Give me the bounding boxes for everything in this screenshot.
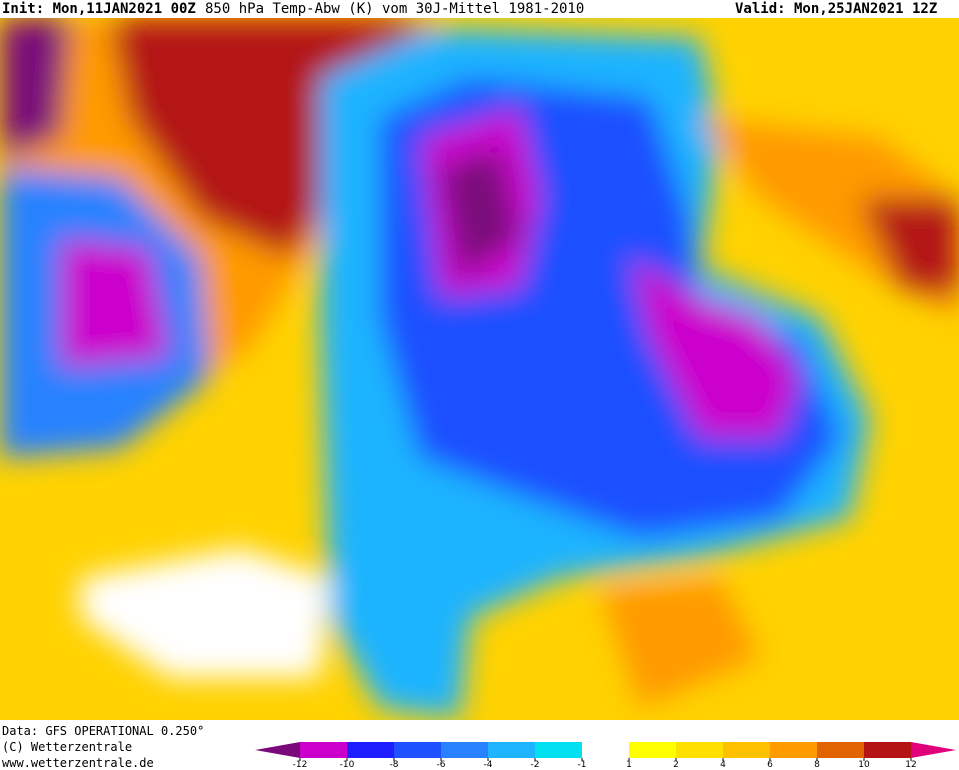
color-bar-label: -8 — [390, 760, 399, 770]
color-bar-bin — [394, 742, 441, 758]
map — [0, 18, 959, 720]
color-bar-bin — [441, 742, 488, 758]
website: www.wetterzentrale.de — [2, 756, 154, 770]
color-bar-label: -6 — [437, 760, 446, 770]
color-bar-bin — [676, 742, 723, 758]
color-bar-bin — [488, 742, 535, 758]
color-bar-bin — [770, 742, 817, 758]
color-bar-bin — [535, 742, 582, 758]
init-label: Init: Mon,11JAN2021 00Z — [2, 1, 196, 17]
color-bar-label: -2 — [531, 760, 540, 770]
map-title: 850 hPa Temp-Abw (K) vom 30J-Mittel 1981… — [205, 1, 585, 17]
color-bar-bin — [864, 742, 911, 758]
color-bar-label: 4 — [720, 760, 726, 770]
color-bar-bin — [582, 742, 629, 758]
color-bar-high — [911, 742, 956, 758]
color-bar-bin — [817, 742, 864, 758]
color-bar-bin — [347, 742, 394, 758]
valid-label: Valid: Mon,25JAN2021 12Z — [735, 1, 938, 17]
color-bar-label: 1 — [626, 760, 632, 770]
color-bar-low — [255, 742, 300, 758]
data-source: Data: GFS OPERATIONAL 0.250° — [2, 724, 205, 738]
copyright: (C) Wetterzentrale — [2, 740, 133, 754]
color-bar-label: 8 — [814, 760, 820, 770]
color-bar-label: 12 — [905, 760, 916, 770]
color-bar-bin — [300, 742, 347, 758]
color-bar-bin — [629, 742, 676, 758]
color-bar: -12 -10 -8 -6 -4 -2 -1 1 2 4 6 8 10 12 — [255, 742, 956, 770]
color-bar-label: 10 — [858, 760, 870, 770]
color-bar-bin — [723, 742, 770, 758]
color-bar-label: -4 — [484, 760, 493, 770]
color-bar-label: -12 — [293, 760, 308, 770]
color-bar-label: -10 — [340, 760, 355, 770]
color-bar-label: 2 — [673, 760, 679, 770]
color-bar-label: 6 — [767, 760, 773, 770]
color-bar-label: -1 — [578, 760, 587, 770]
